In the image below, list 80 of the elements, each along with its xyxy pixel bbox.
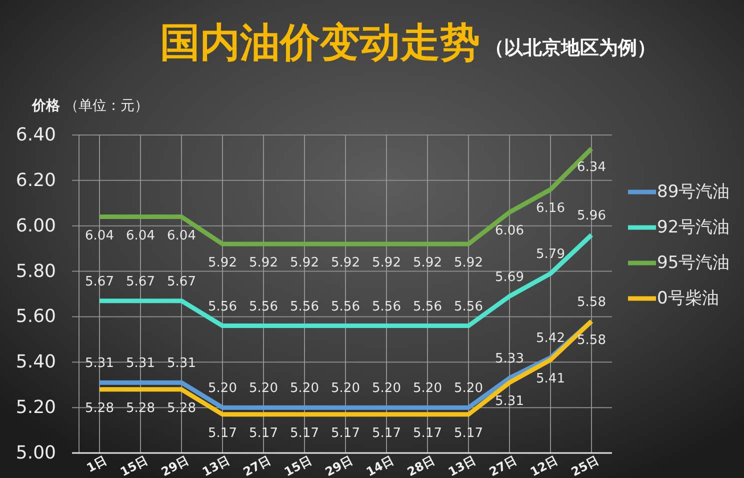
data-label: 5.17	[372, 426, 401, 441]
data-label: 5.92	[454, 256, 483, 271]
data-label: 5.92	[249, 256, 278, 271]
data-label: 5.92	[290, 256, 319, 271]
data-label: 5.58	[577, 332, 606, 348]
data-label: 5.67	[167, 274, 196, 290]
data-label: 5.28	[85, 400, 114, 416]
legend-label: 0号柴油	[657, 288, 719, 308]
data-label: 6.06	[495, 224, 524, 239]
data-label: 5.20	[454, 381, 483, 396]
data-label: 5.56	[208, 299, 237, 314]
x-tick-label: 12日	[528, 453, 560, 478]
data-label: 5.42	[536, 331, 565, 346]
y-tick-label: 5.40	[16, 352, 56, 373]
data-label: 5.58	[577, 294, 606, 310]
y-tick-label: 6.20	[16, 170, 56, 191]
data-label: 5.31	[85, 356, 114, 372]
data-label: 5.56	[290, 299, 319, 314]
data-label: 5.41	[536, 371, 565, 386]
data-label: 6.16	[536, 201, 565, 216]
y-axis-title: 价格 （单位：元）	[31, 98, 148, 114]
y-tick-label: 5.20	[16, 397, 56, 418]
x-tick-label: 29日	[158, 453, 191, 478]
data-label: 5.31	[495, 394, 524, 410]
x-tick-label: 15日	[282, 453, 314, 478]
data-label: 5.28	[126, 400, 155, 416]
y-tick-label: 6.40	[16, 124, 56, 146]
data-label: 5.31	[126, 356, 155, 372]
x-tick-label: 25日	[568, 453, 601, 478]
data-label: 5.56	[249, 299, 278, 314]
data-label: 5.20	[413, 381, 442, 396]
data-label: 5.56	[331, 299, 360, 314]
x-tick-label: 14日	[364, 453, 396, 478]
data-label: 5.28	[167, 400, 196, 416]
data-label: 5.17	[454, 426, 483, 441]
data-label: 5.20	[331, 381, 360, 396]
data-label: 5.20	[208, 381, 237, 396]
data-label: 5.56	[413, 299, 442, 314]
data-label: 5.56	[454, 299, 483, 314]
data-label: 5.31	[167, 356, 196, 372]
data-label: 5.67	[126, 274, 155, 290]
data-label: 5.17	[413, 426, 442, 441]
chart-title: 国内油价变动走势	[160, 20, 480, 66]
x-tick-label: 13日	[446, 453, 478, 478]
chart-subtitle: （以北京地区为例）	[485, 37, 656, 59]
x-tick-label: 27日	[486, 453, 519, 478]
data-label: 5.17	[249, 426, 278, 441]
data-label: 5.96	[577, 208, 606, 224]
data-label: 5.69	[495, 270, 524, 285]
y-tick-label: 5.00	[16, 442, 56, 464]
data-label: 5.67	[85, 274, 114, 290]
data-label: 6.04	[167, 228, 196, 244]
x-tick-label: 1日	[84, 453, 109, 476]
x-tick-label: 13日	[200, 453, 232, 478]
x-tick-label: 27日	[240, 453, 273, 478]
data-label: 5.20	[249, 381, 278, 396]
legend-label: 92号汽油	[657, 218, 730, 238]
data-label: 6.04	[126, 228, 155, 244]
y-tick-label: 5.80	[16, 260, 56, 282]
y-tick-label: 5.60	[16, 306, 56, 328]
data-label: 5.79	[536, 247, 565, 262]
legend-label: 89号汽油	[657, 182, 730, 202]
x-tick-label: 15日	[118, 453, 150, 478]
data-label: 5.92	[413, 256, 442, 271]
data-label: 6.34	[577, 160, 606, 176]
data-label: 5.17	[208, 426, 237, 441]
data-label: 5.17	[331, 426, 360, 441]
x-tick-label: 29日	[322, 453, 355, 478]
x-tick-label: 28日	[404, 453, 437, 478]
y-tick-label: 6.00	[16, 215, 56, 236]
data-label: 6.04	[85, 228, 114, 244]
data-label: 5.33	[495, 352, 524, 367]
data-label: 5.56	[372, 299, 401, 314]
data-label: 5.92	[208, 256, 237, 271]
data-label: 5.17	[290, 426, 319, 441]
data-label: 5.20	[290, 381, 319, 396]
data-label: 5.20	[372, 381, 401, 396]
legend-label: 95号汽油	[657, 253, 730, 273]
data-label: 5.92	[331, 256, 360, 271]
data-label: 5.92	[372, 256, 401, 271]
